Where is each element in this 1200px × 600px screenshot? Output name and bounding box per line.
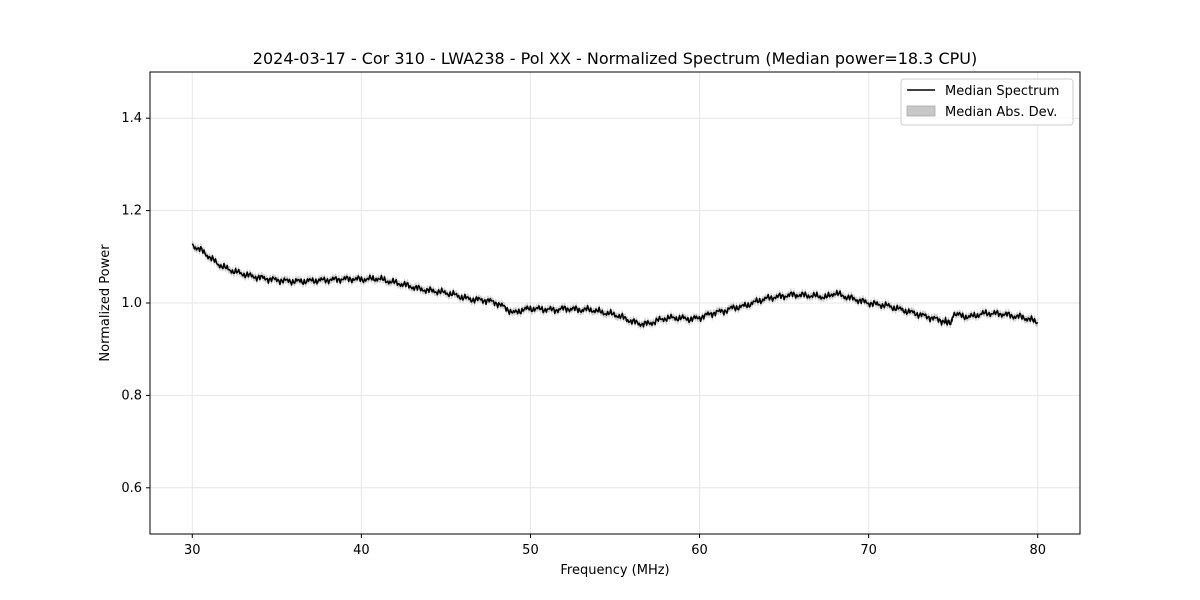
y-tick-label: 0.6 — [121, 481, 142, 496]
x-tick-label: 60 — [691, 543, 708, 558]
x-tick-label: 70 — [860, 543, 877, 558]
plot-area — [191, 239, 1039, 331]
x-tick-label: 40 — [353, 543, 370, 558]
x-tick-label: 50 — [522, 543, 539, 558]
x-tick-label: 80 — [1029, 543, 1046, 558]
y-tick-label: 1.0 — [121, 296, 142, 311]
x-axis-label: Frequency (MHz) — [560, 563, 669, 578]
y-axis-label: Normalized Power — [98, 244, 113, 362]
y-tick-label: 1.2 — [121, 204, 142, 219]
legend-band-swatch — [906, 105, 936, 117]
legend-label-median-spectrum: Median Spectrum — [945, 84, 1059, 99]
y-tick-label: 0.8 — [121, 388, 142, 403]
legend-box — [900, 78, 1074, 126]
y-tick-label: 1.4 — [121, 111, 142, 126]
legend: Median Spectrum Median Abs. Dev. — [900, 78, 1074, 126]
legend-label-median-abs-dev: Median Abs. Dev. — [945, 105, 1057, 120]
axis-ticks: 30 40 50 60 70 80 0.6 0.8 1.0 1.2 1.4 — [121, 111, 1046, 558]
x-tick-label: 30 — [184, 543, 201, 558]
chart-title: 2024-03-17 - Cor 310 - LWA238 - Pol XX -… — [253, 49, 977, 68]
median-spectrum-line — [191, 243, 1039, 328]
